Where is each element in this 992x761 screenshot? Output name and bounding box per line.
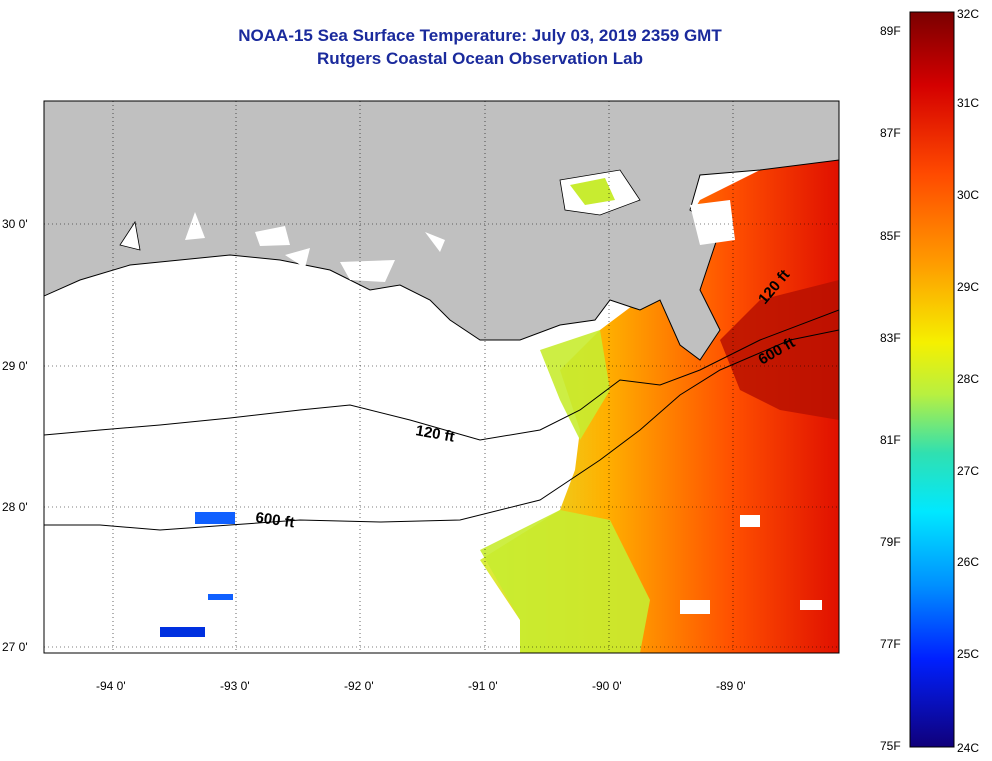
map-subtitle: Rutgers Coastal Ocean Observation Lab — [317, 49, 643, 68]
colorbar-c-label: 25C — [957, 647, 979, 661]
lat-label: 29 0' — [2, 359, 28, 373]
colorbar-f-label: 89F — [880, 24, 901, 38]
sst-delta-fringe — [540, 330, 610, 440]
lake — [119, 220, 141, 251]
lat-label: 30 0' — [2, 217, 28, 231]
lake — [690, 200, 735, 245]
colorbar-f-label: 81F — [880, 433, 901, 447]
sst-cool-fringe — [480, 510, 650, 653]
lon-label: -92 0' — [344, 679, 374, 693]
cloud-mask — [800, 600, 822, 610]
lake-sst — [570, 178, 615, 205]
colorbar-c-label: 27C — [957, 464, 979, 478]
contour-600ft — [44, 329, 839, 531]
colorbar-c-label: 28C — [957, 372, 979, 386]
colorbar-c-label: 30C — [957, 188, 979, 202]
contour-label-120: 120 ft — [414, 422, 456, 446]
sst-hot-core — [720, 280, 839, 420]
lon-label: -93 0' — [220, 679, 250, 693]
lake — [255, 226, 290, 246]
contour-label-600: 600 ft — [254, 509, 295, 531]
colorbar — [909, 11, 955, 748]
colorbar-f-label: 87F — [880, 126, 901, 140]
colorbar-c-label: 32C — [957, 7, 979, 21]
land-mass — [44, 101, 839, 361]
colorbar-f-label: 77F — [880, 637, 901, 651]
lake — [185, 212, 205, 240]
contour-120ft — [44, 309, 839, 441]
cold-patch — [160, 627, 205, 637]
colorbar-c-label: 24C — [957, 741, 979, 755]
lon-label: -90 0' — [592, 679, 622, 693]
cloud-mask — [740, 515, 760, 527]
colorbar-c-label: 31C — [957, 96, 979, 110]
lon-label: -89 0' — [716, 679, 746, 693]
colorbar-f-label: 85F — [880, 229, 901, 243]
map-title: NOAA-15 Sea Surface Temperature: July 03… — [238, 26, 722, 45]
cold-patch — [208, 594, 233, 600]
lon-label: -91 0' — [468, 679, 498, 693]
colorbar-f-label: 75F — [880, 739, 901, 753]
cloud-mask — [680, 600, 710, 614]
colorbar-c-label: 29C — [957, 280, 979, 294]
lake — [285, 248, 310, 268]
colorbar-f-label: 79F — [880, 535, 901, 549]
lat-label: 27 0' — [2, 640, 28, 654]
lat-label: 28 0' — [2, 500, 28, 514]
colorbar-c-label: 26C — [957, 555, 979, 569]
cold-patch — [195, 512, 235, 524]
lake — [425, 232, 445, 252]
colorbar-f-label: 83F — [880, 331, 901, 345]
grid — [44, 101, 839, 653]
lake — [340, 260, 395, 282]
lon-label: -94 0' — [96, 679, 126, 693]
plot-frame — [43, 100, 840, 654]
